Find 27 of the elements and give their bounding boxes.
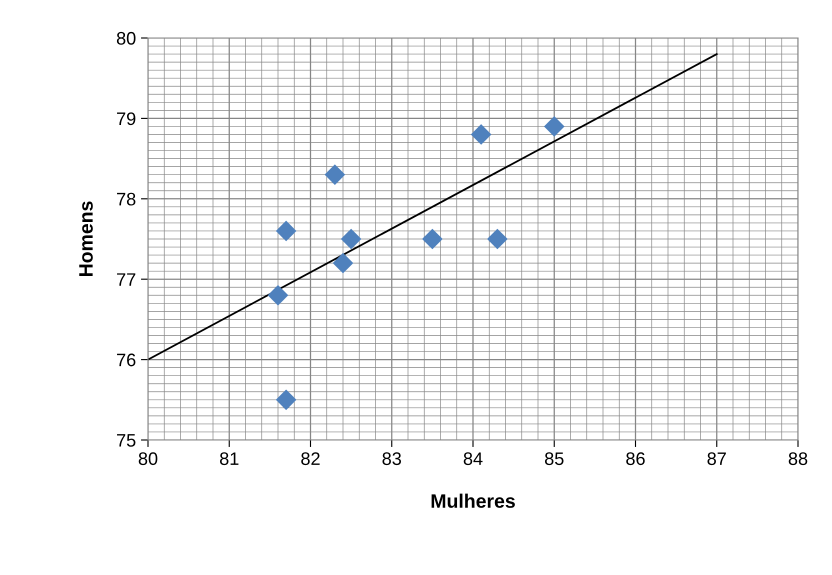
point	[487, 228, 508, 250]
x-tick-label: 81	[220, 452, 238, 466]
y-tick-label: 79	[117, 112, 136, 126]
point	[268, 284, 288, 306]
point	[340, 228, 362, 250]
y-axis-title: Homens	[79, 201, 93, 276]
x-tick-label: 88	[788, 452, 808, 466]
point	[332, 252, 354, 274]
x-tick-label: 86	[626, 452, 645, 466]
point	[324, 164, 346, 185]
y-tick-label: 75	[117, 434, 136, 447]
point	[276, 390, 296, 410]
x-tick-label: 87	[707, 452, 726, 466]
point	[422, 228, 443, 250]
x-tick-label: 84	[464, 452, 483, 466]
x-axis-title: Mulheres	[432, 494, 515, 508]
x-tick-label: 82	[301, 452, 320, 466]
x-tick-label: 85	[544, 452, 564, 466]
point	[276, 220, 296, 242]
point	[544, 116, 565, 137]
y-tick-label: 80	[116, 32, 136, 45]
x-tick-label: 83	[382, 452, 401, 466]
y-tick-label: 77	[117, 273, 136, 286]
y-tick-label: 76	[117, 354, 136, 366]
x-tick-label: 80	[138, 452, 158, 466]
point	[470, 124, 492, 145]
y-tick-label: 78	[117, 192, 136, 206]
